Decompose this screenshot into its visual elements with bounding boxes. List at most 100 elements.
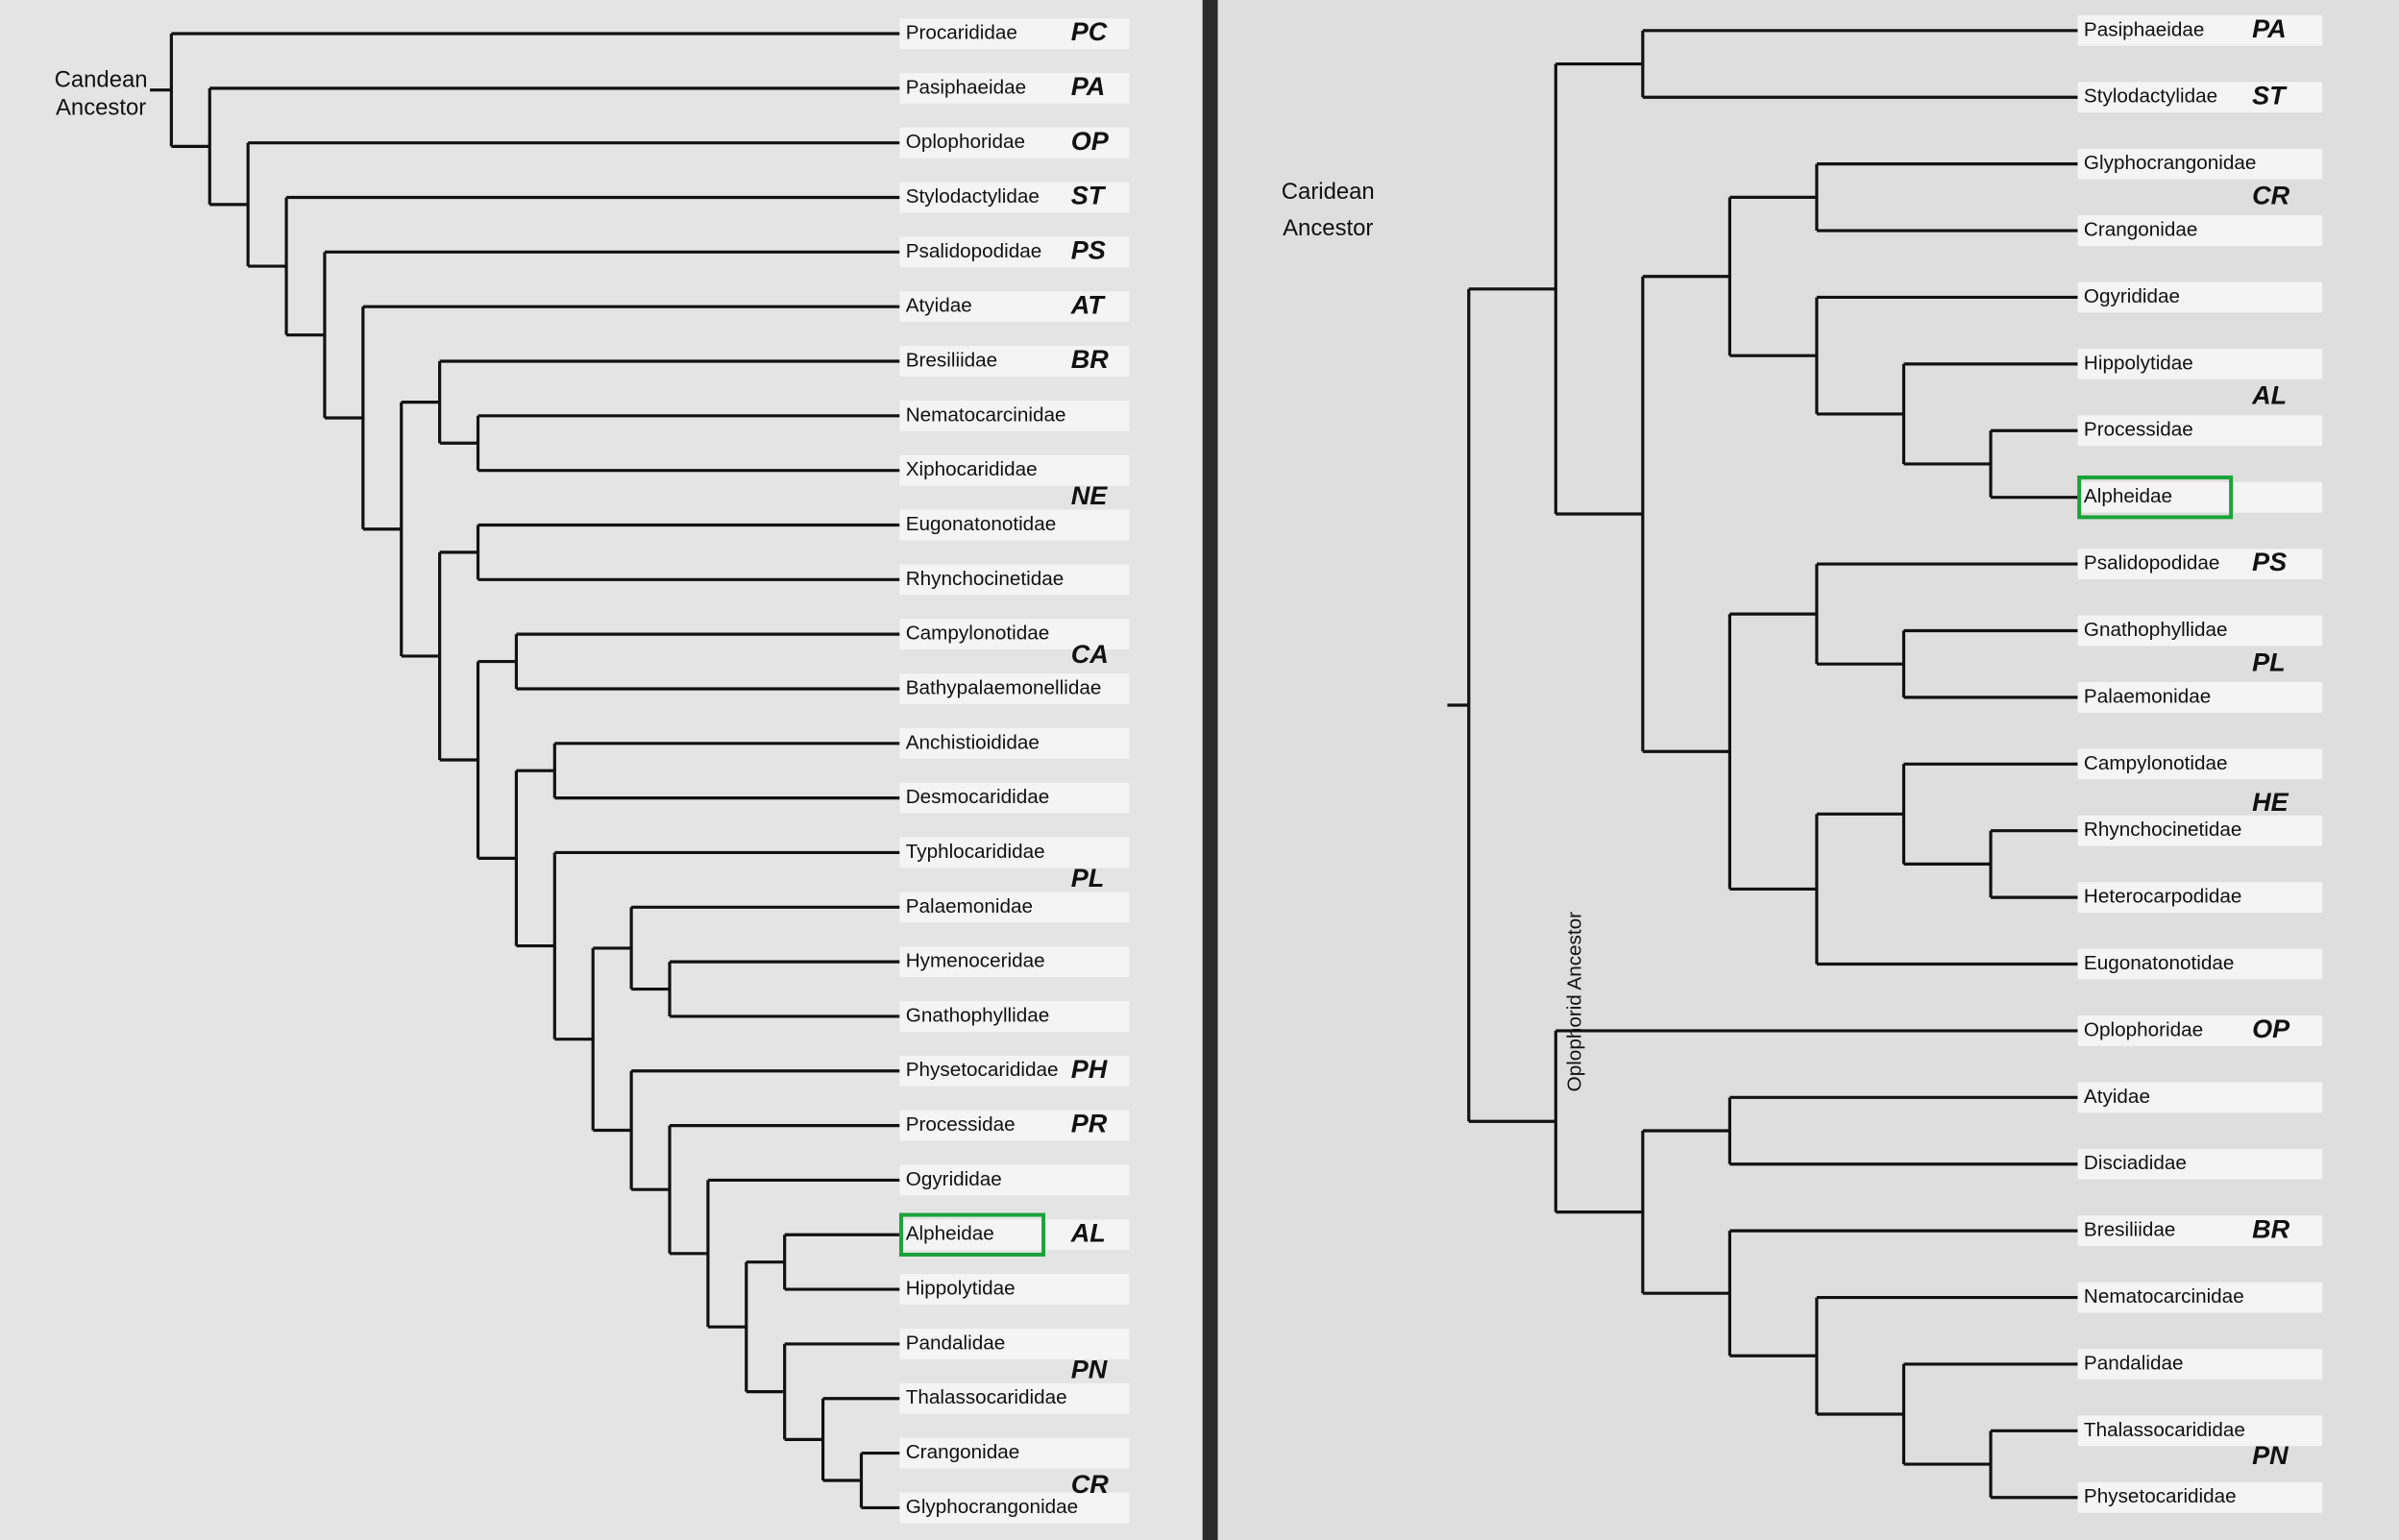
taxon-name: Campylonotidae	[2084, 752, 2228, 774]
taxon-name: Eugonatonotidae	[2084, 952, 2234, 974]
taxon-box	[2077, 748, 2323, 780]
taxon-name: Nematocarcinidae	[906, 403, 1066, 426]
taxon-box	[899, 509, 1130, 541]
taxon-box	[899, 564, 1130, 596]
clade-code: OP	[2252, 1014, 2290, 1043]
taxon-box	[2077, 348, 2323, 379]
taxon-name: Nematocarcinidae	[2084, 1285, 2244, 1308]
taxon-box	[2077, 1082, 2323, 1113]
taxon-box	[2077, 615, 2323, 647]
clade-code: ST	[2252, 81, 2288, 110]
taxon-name: Crangonidae	[2084, 219, 2197, 241]
taxon-box	[2077, 415, 2323, 447]
taxon-box	[2077, 82, 2323, 113]
root-label: Caridean	[1282, 179, 1375, 205]
taxon-box	[899, 72, 1130, 104]
taxon-box	[2077, 1481, 2323, 1513]
taxon-box	[899, 1492, 1130, 1524]
clade-code: PS	[2252, 548, 2287, 576]
taxon-box	[2077, 882, 2323, 914]
taxon-name: Gnathophyllidae	[2084, 619, 2228, 641]
taxon-box	[899, 127, 1130, 159]
taxon-box	[899, 236, 1130, 268]
taxon-box	[899, 673, 1130, 704]
taxon-box	[899, 619, 1130, 650]
clade-code: CR	[2252, 181, 2290, 209]
taxon-name: Glyphocrangonidae	[2084, 152, 2256, 174]
clade-code: BR	[2252, 1214, 2290, 1243]
page-gutter	[1202, 0, 1218, 1540]
highlight-box	[898, 1212, 1046, 1257]
taxon-name: Crangonidae	[906, 1441, 1019, 1463]
taxon-box	[899, 182, 1130, 213]
clade-code: PA	[1071, 72, 1106, 101]
taxon-name: Desmocarididae	[906, 786, 1050, 808]
taxon-box	[899, 892, 1130, 923]
taxon-box	[899, 346, 1130, 377]
clade-code: AL	[2251, 381, 2287, 410]
taxon-name: Palaemonidae	[2084, 685, 2211, 707]
taxon-name: Bresiliidae	[2084, 1219, 2175, 1241]
taxon-box	[899, 1219, 1130, 1251]
taxon-name: Rhynchocinetidae	[2084, 819, 2242, 841]
taxon-name: Physetocarididae	[906, 1059, 1059, 1081]
clade-code: PN	[2252, 1441, 2289, 1470]
subgroup-label: Oplophorid Ancestor	[1564, 912, 1586, 1092]
taxon-name: Disciadidae	[2084, 1152, 2187, 1174]
taxon-name: Atyidae	[2084, 1086, 2150, 1108]
taxon-box	[899, 946, 1130, 978]
taxon-name: Oplophoridae	[906, 131, 1025, 153]
taxon-box	[899, 400, 1130, 431]
taxon-name: Stylodactylidae	[906, 185, 1040, 208]
taxon-box	[2077, 1349, 2323, 1380]
clade-code: PH	[1071, 1055, 1108, 1084]
taxon-box	[2077, 148, 2323, 180]
taxon-name: Rhynchocinetidae	[906, 568, 1065, 590]
taxon-name: Pasiphaeidae	[906, 76, 1026, 98]
taxon-box	[2077, 549, 2323, 579]
clade-code: HE	[2252, 788, 2289, 817]
taxon-box	[899, 782, 1130, 814]
taxon-box	[899, 291, 1130, 323]
taxon-box	[899, 837, 1130, 868]
root-label: Ancestor	[56, 94, 146, 120]
clade-code: ST	[1071, 182, 1107, 210]
clade-code: BR	[1071, 345, 1110, 374]
taxon-box	[899, 454, 1130, 486]
taxon-name: Pandalidae	[2084, 1352, 2184, 1374]
taxon-box	[2077, 815, 2323, 846]
taxon-name: Bathypalaemonellidae	[906, 676, 1102, 698]
clade-code: PL	[1071, 864, 1105, 892]
taxon-box	[2077, 1415, 2323, 1447]
root-label: Candean	[55, 67, 148, 93]
taxon-box	[899, 1329, 1130, 1359]
taxon-name: Hippolytidae	[2084, 352, 2193, 374]
taxon-name: Hippolytidae	[906, 1278, 1016, 1300]
taxon-box	[899, 1382, 1130, 1414]
clade-code: NE	[1071, 481, 1109, 510]
left-page	[0, 0, 1203, 1540]
taxon-box	[2077, 281, 2323, 313]
clade-code: AL	[1070, 1218, 1106, 1247]
taxon-name: Anchistioididae	[906, 731, 1040, 753]
taxon-box	[899, 1274, 1130, 1306]
taxon-name: Campylonotidae	[906, 623, 1050, 645]
clade-code: PS	[1071, 235, 1106, 264]
taxon-name: Hymenoceridae	[906, 950, 1045, 972]
taxon-name: Bresiliidae	[906, 349, 997, 371]
clade-code: PA	[2252, 14, 2287, 43]
taxon-name: Stylodactylidae	[2084, 86, 2217, 108]
taxon-name: Glyphocrangonidae	[906, 1496, 1078, 1518]
clade-code: AT	[1070, 290, 1107, 319]
taxon-name: Pandalidae	[906, 1332, 1006, 1354]
taxon-name: Palaemonidae	[906, 895, 1033, 917]
clade-code: PR	[1071, 1110, 1108, 1138]
clade-code: CA	[1071, 640, 1109, 669]
taxon-name: Eugonatonotidae	[906, 513, 1056, 535]
taxon-name: Heterocarpodidae	[2084, 886, 2242, 908]
highlight-box	[2077, 475, 2234, 520]
taxon-box	[2077, 948, 2323, 980]
taxon-box	[2077, 215, 2323, 246]
taxon-name: Ogyrididae	[2084, 285, 2180, 307]
